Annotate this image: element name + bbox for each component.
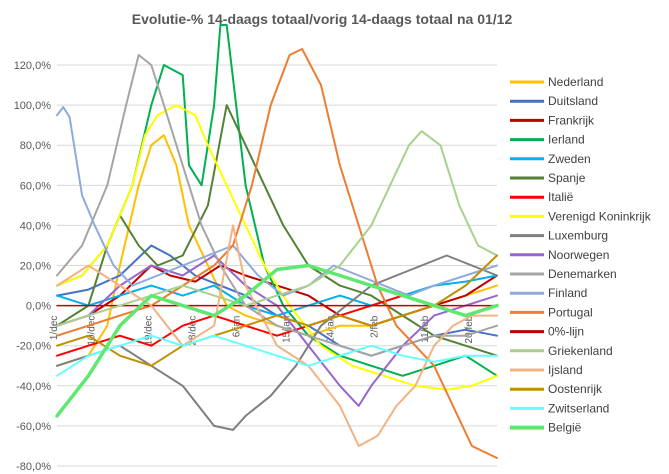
legend-label: Griekenland bbox=[548, 344, 613, 358]
y-tick-label: 120,0% bbox=[14, 60, 52, 72]
legend-label: Zwitserland bbox=[548, 401, 609, 415]
legend-label: Frankrijk bbox=[548, 113, 595, 127]
y-tick-label: -40,0% bbox=[16, 381, 51, 393]
y-axis: -80,0% -60,0% -40,0% -20,0% 0,0% 20,0% 40,0% 60… bbox=[14, 60, 52, 473]
x-tick-label: 6/jan bbox=[231, 316, 242, 338]
x-tick-label: 10/dec bbox=[87, 316, 98, 346]
series-line bbox=[56, 254, 498, 431]
legend-label: België bbox=[548, 421, 582, 435]
x-tick-label: 20/feb bbox=[464, 315, 475, 343]
y-tick-label: 80,0% bbox=[20, 140, 51, 152]
legend-label: Spanje bbox=[548, 171, 586, 185]
series-lines bbox=[55, 24, 499, 459]
legend-label: Portugal bbox=[548, 305, 593, 319]
legend-label: Nederland bbox=[548, 75, 603, 89]
series-line bbox=[56, 254, 498, 407]
legend-label: Ijsland bbox=[548, 363, 583, 377]
y-tick-label: 20,0% bbox=[20, 261, 51, 273]
x-tick-label: 28/dec bbox=[187, 316, 198, 346]
y-tick-label: 60,0% bbox=[20, 180, 51, 192]
y-tick-label: -80,0% bbox=[16, 461, 51, 473]
legend: Nederland Duitsland Frankrijk Ierland Zweden… bbox=[510, 75, 652, 435]
legend-label: 0%-lijn bbox=[548, 325, 584, 339]
series-line bbox=[55, 263, 499, 418]
legend-label: Ierland bbox=[548, 133, 585, 147]
legend-label: Finland bbox=[548, 286, 587, 300]
series-line bbox=[56, 130, 498, 327]
x-tick-label: 19/dec bbox=[143, 316, 154, 346]
legend-label: Duitsland bbox=[548, 94, 598, 108]
y-tick-label: 0,0% bbox=[26, 301, 51, 313]
legend-label: Noorwegen bbox=[548, 248, 609, 262]
legend-label: Denemarken bbox=[548, 267, 617, 281]
series-line bbox=[56, 54, 498, 357]
legend-label: Italië bbox=[548, 190, 574, 204]
y-tick-label: -20,0% bbox=[16, 341, 51, 353]
gridlines bbox=[57, 64, 497, 467]
series-line bbox=[56, 334, 498, 377]
legend-label: Zweden bbox=[548, 152, 591, 166]
series-line bbox=[56, 254, 498, 367]
legend-label: Verenigd Koninkrijk bbox=[548, 209, 652, 223]
series-line bbox=[56, 104, 498, 391]
legend-label: Luxemburg bbox=[548, 229, 608, 243]
y-tick-label: 40,0% bbox=[20, 220, 51, 232]
y-tick-label: 100,0% bbox=[14, 100, 52, 112]
x-tick-label: 2/feb bbox=[370, 315, 381, 338]
chart-title: Evolutie-% 14-daags totaal/vorig 14-daag… bbox=[132, 11, 513, 27]
x-tick-label: 1/dec bbox=[49, 316, 60, 340]
legend-label: Oostenrijk bbox=[548, 382, 603, 396]
y-tick-label: -60,0% bbox=[16, 421, 51, 433]
